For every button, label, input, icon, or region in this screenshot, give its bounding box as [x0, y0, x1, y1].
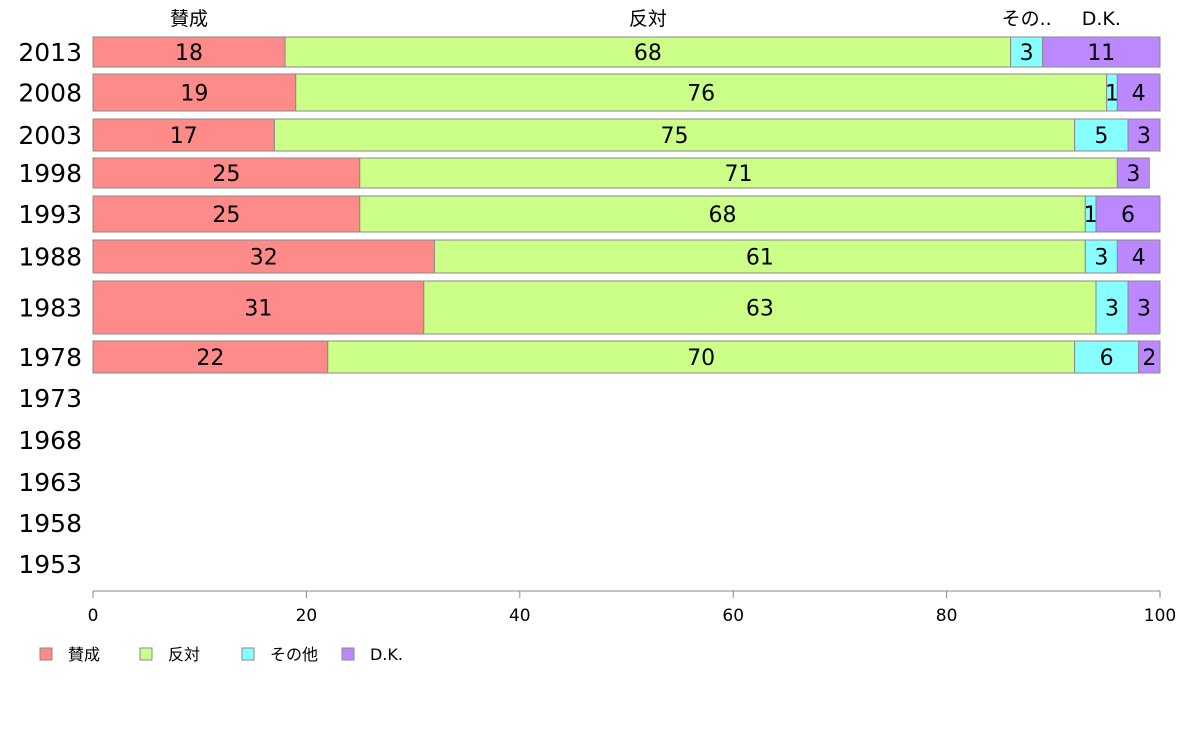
year-label: 1973: [18, 384, 82, 413]
legend-swatch: [241, 647, 255, 661]
data-label: 31: [244, 297, 272, 322]
bar-segment: [327, 340, 1076, 374]
legend-swatch: [139, 647, 153, 661]
x-tick-label: 80: [936, 606, 958, 626]
x-tick-label: 20: [296, 606, 318, 626]
legend-label: その他: [270, 645, 318, 664]
data-label: 4: [1132, 246, 1146, 271]
legend: 賛成 反対 その他 D.K.: [39, 645, 403, 664]
x-tick-label: 0: [88, 606, 99, 626]
series-header: 反対: [629, 8, 667, 30]
data-label: 76: [687, 82, 715, 107]
data-label: 71: [725, 162, 753, 187]
bar-segment: [273, 118, 1076, 152]
data-label: 3: [1020, 41, 1034, 66]
bar-segment: [284, 36, 1012, 68]
x-tick-label: 40: [509, 606, 531, 626]
bar-segment: [359, 157, 1118, 189]
x-tick-label: 100: [1144, 606, 1176, 626]
bar-segment: [1095, 280, 1129, 335]
year-label: 1953: [18, 550, 82, 579]
bar-segment: [92, 340, 329, 374]
bar-segment: [92, 157, 361, 189]
data-label: 19: [180, 82, 208, 107]
data-label: 32: [250, 246, 278, 271]
year-labels: 2013 2008 2003 1998 1993 1988 1983 1978 1973 1968…: [18, 38, 82, 579]
data-label: 3: [1137, 124, 1151, 149]
year-label: 2008: [18, 79, 82, 108]
data-label: 1: [1105, 82, 1119, 107]
bar-segment: [92, 195, 361, 233]
data-label: 22: [196, 346, 224, 371]
series-header: D.K.: [1082, 8, 1121, 30]
bar-segment: [1116, 157, 1150, 189]
data-label: 75: [661, 124, 689, 149]
x-tick-label: 60: [722, 606, 744, 626]
bar-segment: [295, 73, 1108, 112]
bar-segment: [433, 239, 1086, 274]
bar-segment: [1116, 73, 1161, 112]
data-label: 11: [1087, 41, 1115, 66]
legend-label: 反対: [168, 645, 200, 664]
series-header: その..: [1002, 8, 1052, 30]
legend-label: 賛成: [68, 645, 100, 664]
year-label: 1983: [18, 294, 82, 323]
year-label: 1998: [18, 159, 82, 188]
legend-label: D.K.: [370, 645, 403, 664]
year-label: 1978: [18, 343, 82, 372]
bar-segment: [1127, 118, 1161, 152]
bar-segment: [92, 73, 297, 112]
bar-segment: [92, 36, 286, 68]
year-label: 2013: [18, 38, 82, 67]
data-label: 3: [1094, 246, 1108, 271]
bar-segment: [423, 280, 1097, 335]
bar-segment: [1084, 239, 1118, 274]
data-label: 25: [212, 162, 240, 187]
bar-segment: [92, 239, 435, 274]
year-label: 1963: [18, 468, 82, 497]
data-label: 3: [1126, 162, 1140, 187]
data-label: 1: [1084, 203, 1098, 228]
data-label: 5: [1094, 124, 1108, 149]
data-label: 6: [1100, 346, 1114, 371]
data-label: 17: [170, 124, 198, 149]
data-label: 68: [634, 41, 662, 66]
year-label: 2003: [18, 121, 82, 150]
bar-segment: [359, 195, 1086, 233]
data-label: 3: [1137, 297, 1151, 322]
bar-segment: [1095, 195, 1161, 233]
bar-segment: [1116, 239, 1161, 274]
bar-segment: [1042, 36, 1161, 68]
bar-segment: [1138, 340, 1161, 374]
series-header: 賛成: [170, 8, 208, 30]
bar-segment: [1074, 340, 1140, 374]
data-label: 61: [746, 246, 774, 271]
legend-swatch: [341, 647, 355, 661]
year-label: 1968: [18, 426, 82, 455]
data-label: 68: [709, 203, 737, 228]
bar-segment: [92, 118, 275, 152]
data-label: 4: [1132, 82, 1146, 107]
data-label: 18: [175, 41, 203, 66]
year-label: 1958: [18, 509, 82, 538]
series-headers: 賛成 反対 その.. D.K.: [170, 8, 1121, 30]
data-label: 70: [687, 346, 715, 371]
x-axis: 0 20 40 60 80 100: [88, 590, 1176, 626]
bar-segment: [1127, 280, 1161, 335]
year-label: 1988: [18, 243, 82, 272]
data-label: 63: [746, 297, 774, 322]
bar-segment: [1010, 36, 1044, 68]
data-label: 3: [1105, 297, 1119, 322]
data-label: 25: [212, 203, 240, 228]
year-label: 1993: [18, 200, 82, 229]
data-label: 2: [1142, 346, 1156, 371]
legend-swatch: [39, 647, 53, 661]
bar-segment: [92, 280, 425, 335]
data-label: 6: [1121, 203, 1135, 228]
